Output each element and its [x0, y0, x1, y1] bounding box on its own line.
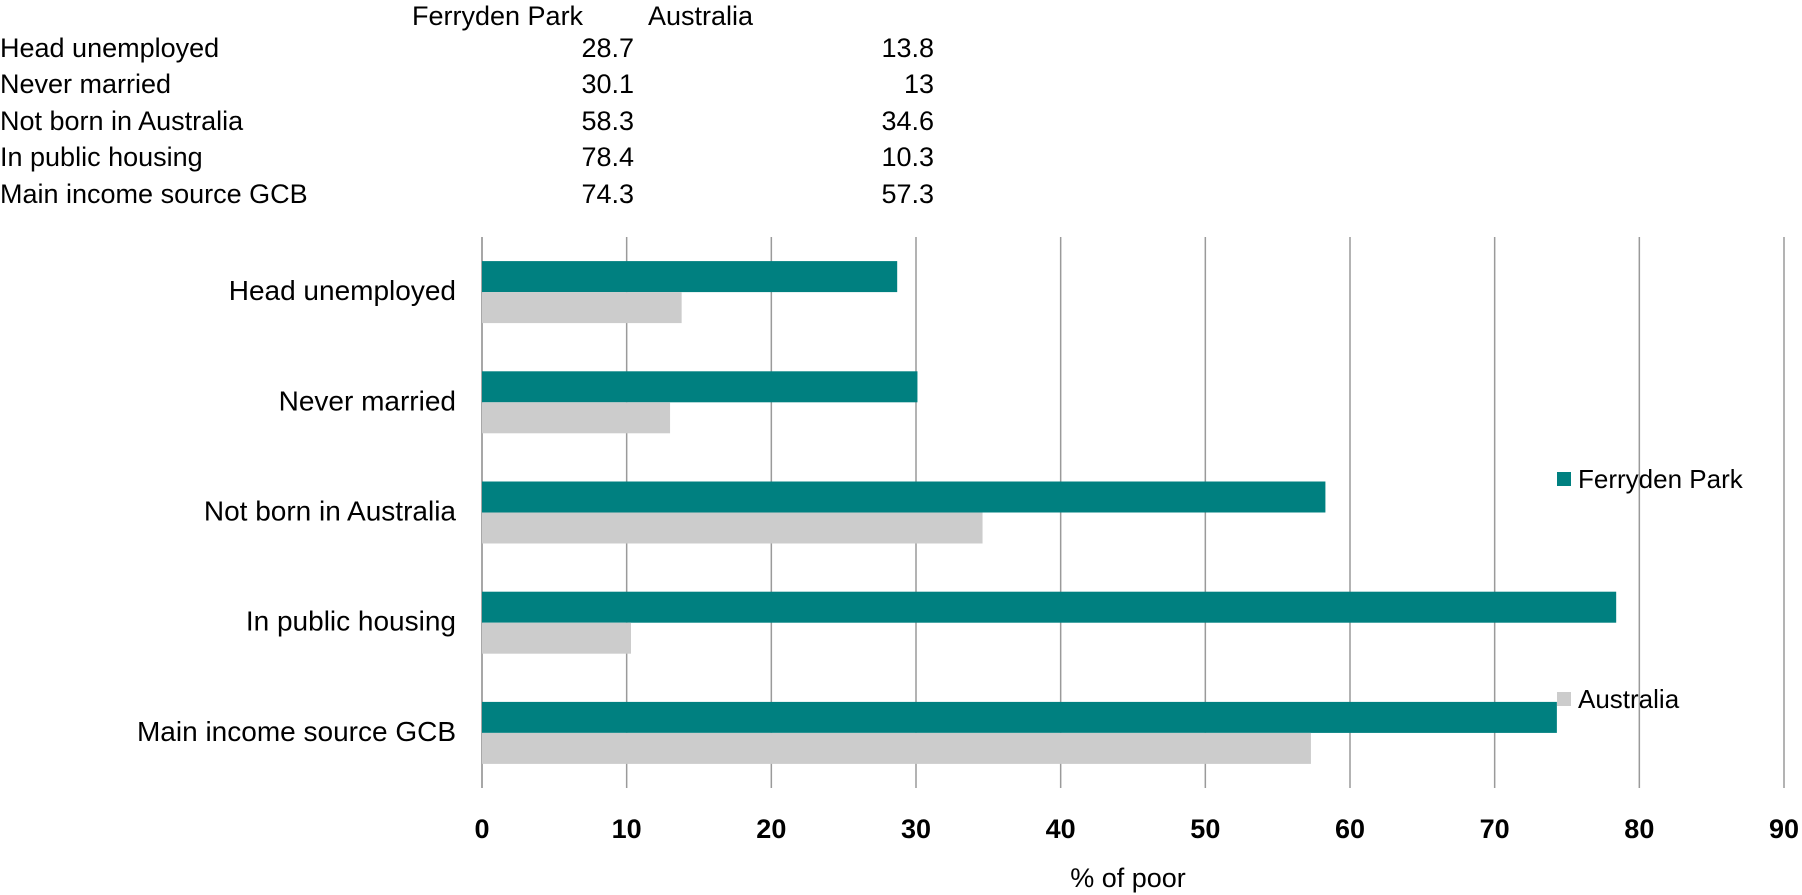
category-label: Never married [279, 385, 456, 416]
legend-swatch [1557, 692, 1571, 706]
legend: Ferryden Park Australia [1557, 464, 1744, 714]
x-tick-label: 30 [901, 814, 931, 844]
data-table: Ferryden Park Australia Head unemployed … [0, 0, 960, 215]
table-row-label: In public housing [0, 142, 203, 172]
bar-australia [482, 292, 682, 324]
x-tick-label: 40 [1046, 814, 1076, 844]
bar-australia [482, 622, 632, 654]
x-tick-labels: 0 10 20 30 40 50 60 70 80 90 [474, 814, 1799, 844]
category-label: Not born in Australia [204, 496, 457, 527]
table-cell-australia: 34.6 [881, 106, 934, 136]
legend-label: Ferryden Park [1578, 464, 1744, 494]
table-cell-australia: 10.3 [881, 142, 934, 172]
category-labels: Head unemployed Never married Not born in … [137, 275, 456, 747]
table-cell-australia: 57.3 [881, 179, 934, 209]
category-label: Main income source GCB [137, 716, 456, 747]
bar-ferryden-park [482, 481, 1326, 513]
table-cell-australia: 13 [903, 69, 934, 99]
table-cell-australia: 13.8 [881, 33, 934, 63]
x-tick-label: 0 [474, 814, 489, 844]
bar-ferryden-park [482, 591, 1617, 623]
bar-ferryden-park [482, 701, 1557, 733]
table-header-ferryden-park: Ferryden Park [412, 1, 584, 31]
table-row-label: Never married [0, 69, 172, 99]
table-header-australia: Australia [648, 1, 754, 31]
table-cell-ferryden-park: 58.3 [581, 106, 634, 136]
table-cell-ferryden-park: 78.4 [581, 142, 634, 172]
table-row-label: Main income source GCB [0, 179, 308, 209]
x-tick-label: 20 [756, 814, 786, 844]
x-tick-label: 80 [1624, 814, 1654, 844]
bar-ferryden-park [482, 371, 918, 403]
table-row-label: Not born in Australia [0, 106, 244, 136]
x-tick-label: 10 [612, 814, 642, 844]
bar-ferryden-park [482, 261, 898, 293]
x-tick-label: 60 [1335, 814, 1365, 844]
table-row-label: Head unemployed [0, 33, 220, 63]
category-label: Head unemployed [229, 275, 456, 306]
x-axis-label: % of poor [1070, 863, 1186, 893]
table-cell-ferryden-park: 28.7 [581, 33, 634, 63]
legend-swatch [1557, 472, 1571, 486]
bar-australia [482, 402, 671, 434]
x-tick-label: 50 [1190, 814, 1220, 844]
x-tick-label: 90 [1769, 814, 1799, 844]
bar-australia [482, 512, 983, 544]
legend-label: Australia [1578, 684, 1680, 714]
category-label: In public housing [246, 606, 456, 637]
table-cell-ferryden-park: 74.3 [581, 179, 634, 209]
x-tick-label: 70 [1480, 814, 1510, 844]
bar-australia [482, 732, 1311, 764]
bars [482, 261, 1617, 764]
table-cell-ferryden-park: 30.1 [581, 69, 634, 99]
